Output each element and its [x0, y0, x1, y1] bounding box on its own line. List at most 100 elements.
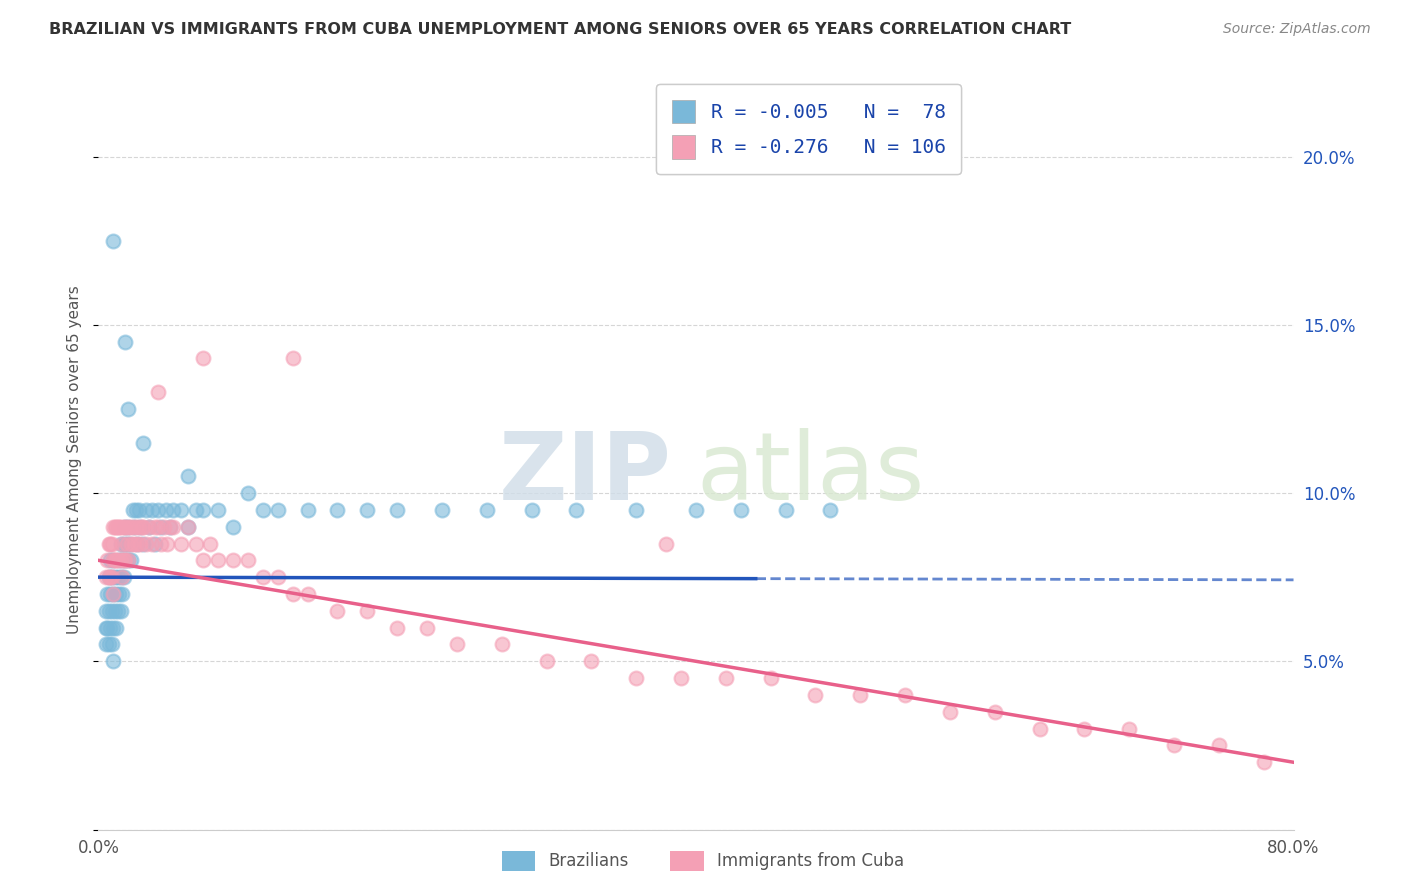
Point: [97, 637, 120, 651]
Point: [108, 587, 131, 601]
Point: [385, 621, 409, 635]
Point: [104, 553, 127, 567]
Point: [131, 519, 153, 533]
Point: [110, 536, 132, 550]
Point: [96, 621, 118, 635]
Point: [135, 536, 157, 550]
Point: [104, 519, 127, 533]
Point: [110, 519, 132, 533]
Point: [1253, 756, 1275, 770]
Point: [98, 553, 122, 567]
Point: [105, 553, 128, 567]
Point: [132, 519, 155, 533]
Point: [267, 570, 290, 584]
Point: [191, 553, 214, 567]
Point: [150, 519, 173, 533]
Point: [281, 351, 304, 366]
Point: [236, 486, 259, 500]
Legend: Brazilians, Immigrants from Cuba: Brazilians, Immigrants from Cuba: [494, 842, 912, 880]
Point: [117, 401, 139, 416]
Point: [155, 503, 177, 517]
Point: [103, 234, 125, 248]
Point: [1118, 722, 1140, 736]
Point: [894, 688, 917, 702]
Point: [124, 536, 146, 550]
Point: [200, 536, 222, 550]
Point: [108, 553, 131, 567]
Text: BRAZILIAN VS IMMIGRANTS FROM CUBA UNEMPLOYMENT AMONG SENIORS OVER 65 YEARS CORRE: BRAZILIAN VS IMMIGRANTS FROM CUBA UNEMPL…: [49, 22, 1071, 37]
Point: [107, 604, 129, 618]
Point: [103, 519, 125, 533]
Point: [118, 519, 141, 533]
Point: [177, 519, 200, 533]
Point: [94, 570, 117, 584]
Point: [98, 621, 122, 635]
Point: [849, 688, 872, 702]
Point: [115, 536, 138, 550]
Point: [121, 519, 143, 533]
Point: [127, 536, 149, 550]
Point: [121, 503, 143, 517]
Point: [520, 503, 543, 517]
Point: [984, 705, 1007, 719]
Point: [98, 536, 122, 550]
Text: Source: ZipAtlas.com: Source: ZipAtlas.com: [1223, 22, 1371, 37]
Point: [101, 604, 124, 618]
Point: [104, 570, 127, 584]
Point: [110, 553, 132, 567]
Point: [626, 671, 648, 685]
Point: [114, 553, 136, 567]
Point: [103, 587, 125, 601]
Point: [108, 519, 131, 533]
Point: [118, 536, 141, 550]
Point: [96, 587, 118, 601]
Point: [125, 503, 148, 517]
Point: [191, 351, 214, 366]
Point: [129, 519, 152, 533]
Point: [141, 536, 163, 550]
Point: [135, 503, 157, 517]
Point: [101, 570, 124, 584]
Legend: R = -0.005   N =  78, R = -0.276   N = 106: R = -0.005 N = 78, R = -0.276 N = 106: [657, 84, 962, 174]
Point: [103, 654, 125, 668]
Point: [138, 519, 160, 533]
Point: [128, 503, 150, 517]
Point: [430, 503, 453, 517]
Point: [120, 536, 142, 550]
Point: [114, 519, 136, 533]
Point: [94, 604, 117, 618]
Point: [1163, 739, 1185, 753]
Point: [112, 553, 135, 567]
Point: [97, 536, 120, 550]
Point: [97, 570, 120, 584]
Point: [416, 621, 439, 635]
Point: [446, 637, 468, 651]
Point: [104, 604, 127, 618]
Point: [267, 503, 290, 517]
Point: [103, 553, 125, 567]
Point: [162, 519, 184, 533]
Point: [730, 503, 752, 517]
Point: [101, 637, 124, 651]
Point: [98, 587, 122, 601]
Point: [475, 503, 498, 517]
Point: [191, 503, 214, 517]
Point: [536, 654, 558, 668]
Point: [669, 671, 692, 685]
Point: [252, 503, 274, 517]
Point: [1073, 722, 1095, 736]
Point: [1208, 739, 1230, 753]
Point: [114, 334, 136, 349]
Point: [804, 688, 827, 702]
Point: [281, 587, 304, 601]
Point: [110, 570, 132, 584]
Point: [103, 553, 125, 567]
Point: [820, 503, 842, 517]
Point: [150, 536, 173, 550]
Point: [156, 536, 179, 550]
Point: [169, 503, 191, 517]
Point: [111, 536, 134, 550]
Point: [103, 587, 125, 601]
Point: [148, 385, 170, 400]
Point: [565, 503, 588, 517]
